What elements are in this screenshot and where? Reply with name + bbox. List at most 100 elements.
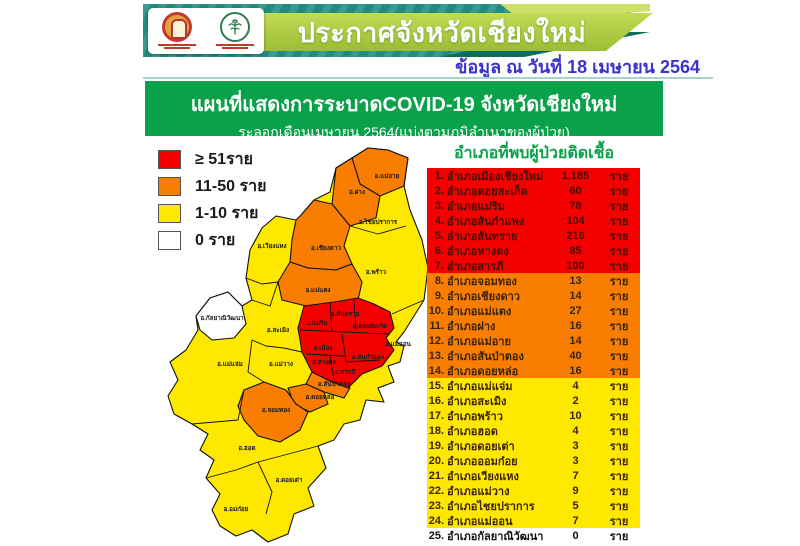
district-name: อำเภอเมืองเชียงใหม่ — [447, 170, 544, 183]
row-number: 3. — [434, 199, 444, 212]
legend-swatch-yellow — [158, 203, 181, 223]
table-row: 25. อำเภอกัลยาณิวัฒนา 0 ราย — [427, 528, 640, 543]
case-unit: ราย — [609, 530, 629, 543]
row-number: 11. — [429, 319, 444, 332]
case-count: 104 — [566, 214, 585, 227]
case-count: 9 — [572, 484, 579, 497]
case-unit: ราย — [609, 455, 629, 468]
caduceus-icon — [220, 12, 250, 42]
case-unit: ราย — [609, 395, 629, 408]
table-row: 21. อำเภอเวียงแหง 7 ราย — [427, 468, 640, 483]
case-count: 0 — [572, 529, 579, 542]
district-label: อ.ฮอด — [238, 445, 255, 452]
case-count: 100 — [566, 259, 585, 272]
row-number: 22. — [428, 484, 444, 497]
legend-label: 1-10 ราย — [195, 204, 259, 222]
table-row: 16. อำเภอสะเมิง 2 ราย — [427, 393, 640, 408]
moph-logo — [213, 12, 257, 49]
case-count: 40 — [569, 349, 582, 362]
case-unit: ราย — [609, 350, 629, 363]
case-unit: ราย — [609, 500, 629, 513]
legend-swatch-white — [158, 230, 181, 250]
row-number: 5. — [434, 229, 444, 242]
case-count: 2 — [572, 394, 579, 407]
district-label: อ.ดอยสะเก็ด — [353, 321, 387, 330]
case-unit: ราย — [609, 290, 629, 303]
table-row: 12. อำเภอแม่อาย 14 ราย — [427, 333, 640, 348]
district-name: อำเภอเวียงแหง — [447, 470, 519, 483]
case-count: 3 — [572, 454, 579, 467]
row-number: 21. — [428, 469, 444, 482]
legend-label: 0 ราย — [195, 231, 236, 249]
row-number: 14. — [428, 364, 444, 377]
header-banner: ประกาศจังหวัดเชียงใหม่ — [143, 4, 653, 57]
district-name: อำเภอแม่แตง — [447, 305, 512, 318]
district-label: อ.แม่อาย — [375, 173, 400, 180]
district-label: อ.แม่ริม — [306, 319, 327, 327]
case-unit: ราย — [609, 185, 629, 198]
table-row: 11. อำเภอฝาง 16 ราย — [427, 318, 640, 333]
banner-title: ประกาศจังหวัดเชียงใหม่ — [297, 17, 587, 48]
district-label: อ.สะเมิง — [267, 326, 289, 334]
legend-swatch-red — [158, 149, 181, 169]
district-label: อ.แม่แตง — [306, 287, 331, 294]
case-unit: ราย — [609, 440, 629, 453]
district-name: อำเภอแม่ออน — [447, 515, 513, 528]
district-label: อ.สันป่าตอง — [318, 380, 350, 388]
table-row: 1. อำเภอเมืองเชียงใหม่ 1,185 ราย — [427, 168, 640, 183]
legend-label: ≥ 51ราย — [195, 150, 253, 168]
district-label: อ.แม่ออน — [385, 341, 411, 348]
province-map-svg: อ.แม่อาย อ.ฝาง อ.ไชยปราการ อ.เวียงแหง อ.… — [167, 147, 429, 543]
case-count: 85 — [569, 244, 582, 257]
banner-ribbon: ประกาศจังหวัดเชียงใหม่ — [261, 13, 653, 51]
case-count: 13 — [569, 274, 582, 287]
legend: ≥ 51ราย 11-50 ราย 1-10 ราย 0 ราย — [158, 148, 266, 256]
case-unit: ราย — [609, 305, 629, 318]
district-label: อ.ดอยเต่า — [276, 477, 303, 484]
row-number: 4. — [434, 214, 444, 227]
row-number: 15. — [428, 379, 444, 392]
legend-label: 11-50 ราย — [195, 177, 267, 195]
district-name: อำเภอแม่ริม — [447, 200, 505, 213]
case-unit: ราย — [609, 170, 629, 183]
district-label: อ.ฝาง — [349, 188, 365, 196]
legend-swatch-orange — [158, 176, 181, 196]
legend-item: ≥ 51ราย — [158, 148, 266, 170]
logo-box — [148, 8, 264, 54]
district-shape-chiang-dao — [289, 199, 353, 271]
district-label: อ.เวียงแหง — [257, 242, 286, 250]
district-name: อำเภอสะเมิง — [447, 395, 507, 408]
district-label: อ.เมือง — [314, 344, 333, 352]
row-number: 18. — [428, 424, 444, 437]
legend-item: 0 ราย — [158, 229, 266, 251]
case-unit: ราย — [609, 425, 629, 438]
case-unit: ราย — [609, 470, 629, 483]
district-label: อ.แม่วาง — [269, 361, 293, 368]
district-name: อำเภอสารภี — [447, 260, 504, 273]
district-name: อำเภอฝาง — [447, 320, 496, 333]
case-count: 4 — [572, 379, 579, 392]
district-label: อ.สันทราย — [331, 310, 360, 318]
district-name: อำเภอดอยสะเก็ด — [447, 185, 528, 198]
table-row: 24. อำเภอแม่ออน 7 ราย — [427, 513, 640, 528]
table-row: 5. อำเภอสันทราย 216 ราย — [427, 228, 640, 243]
table-row: 2. อำเภอดอยสะเก็ด 60 ราย — [427, 183, 640, 198]
logo-caption-bar — [216, 44, 254, 46]
district-label: อ.เชียงดาว — [311, 244, 341, 252]
district-label: อ.ดอยหล่อ — [306, 394, 335, 401]
map-title-box: แผนที่แสดงการระบาดCOVID-19 จังหวัดเชียงใ… — [145, 81, 663, 140]
map-title-line2: ระลอกเดือนเมษายน 2564(แบ่งตามภูมิลำเนาขอ… — [238, 124, 570, 140]
table-row: 18. อำเภอฮอด 4 ราย — [427, 423, 640, 438]
district-name: อำเภอแม่แจ่ม — [447, 380, 513, 393]
case-count: 78 — [569, 199, 582, 212]
case-count: 10 — [569, 409, 582, 422]
data-date-text: ข้อมูล ณ วันที่ 18 เมษายน 2564 — [455, 57, 700, 77]
case-unit: ราย — [609, 365, 629, 378]
case-unit: ราย — [609, 485, 629, 498]
district-name: อำเภอแม่วาง — [447, 485, 510, 498]
case-unit: ราย — [609, 230, 629, 243]
row-number: 24. — [428, 514, 444, 527]
table-title: อำเภอที่พบผู้ป่วยติดเชื้อ — [453, 145, 615, 162]
row-number: 8. — [434, 274, 444, 287]
